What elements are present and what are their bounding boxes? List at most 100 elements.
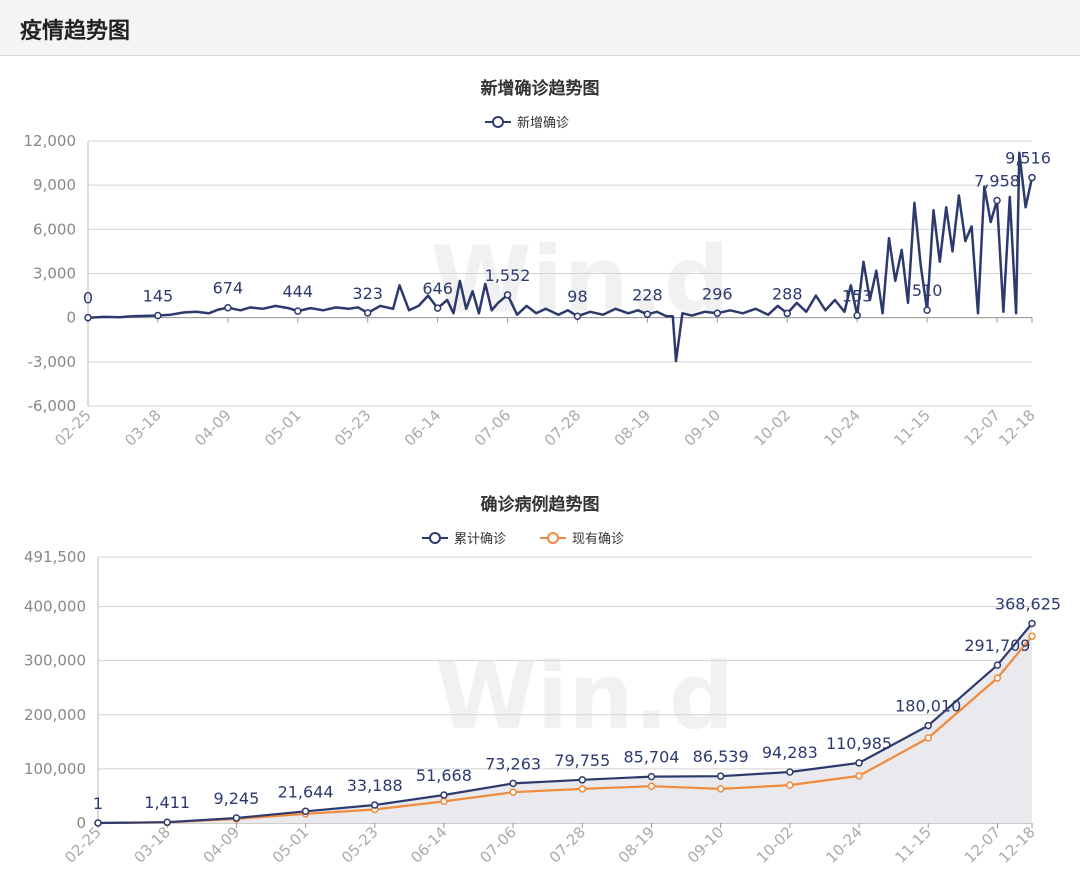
x-tick-label: 10-24 xyxy=(820,406,864,450)
data-label: 1,411 xyxy=(144,793,190,812)
data-point xyxy=(154,311,162,320)
y-tick-label: 12,000 xyxy=(24,132,77,150)
data-point xyxy=(573,312,582,320)
data-label: 153 xyxy=(842,286,873,305)
data-label: 510 xyxy=(912,281,943,300)
data-point xyxy=(433,304,442,312)
data-label: 86,539 xyxy=(693,747,749,766)
x-tick-label: 07-28 xyxy=(546,823,590,867)
x-tick-label: 06-14 xyxy=(401,406,445,450)
y-tick-label: 0 xyxy=(66,309,76,327)
x-tick-label: 12-07 xyxy=(961,823,1005,867)
data-point xyxy=(578,785,587,793)
y-tick-label: 200,000 xyxy=(24,706,86,724)
data-label: 110,985 xyxy=(826,734,892,753)
x-tick-label: 09-10 xyxy=(681,406,725,450)
data-point xyxy=(993,661,1002,669)
data-label: 85,704 xyxy=(623,748,679,767)
data-label: 180,010 xyxy=(895,697,961,716)
data-label: 21,644 xyxy=(278,782,334,801)
data-point xyxy=(509,788,517,796)
y-tick-label: 491,500 xyxy=(24,548,86,566)
chart-title: 新增确诊趋势图 xyxy=(481,78,600,99)
data-point xyxy=(1028,619,1036,628)
data-point xyxy=(786,768,794,776)
y-tick-label: 300,000 xyxy=(24,652,86,670)
legend-item[interactable]: 现有确诊 xyxy=(540,532,624,547)
x-tick-label: 04-09 xyxy=(191,406,235,450)
data-label: 228 xyxy=(632,285,663,304)
data-label: 674 xyxy=(213,279,244,298)
data-point xyxy=(713,309,722,318)
data-label: 98 xyxy=(567,287,587,306)
data-point xyxy=(370,801,379,809)
data-label: 9,516 xyxy=(1005,149,1051,168)
data-point xyxy=(440,797,448,806)
data-label: 444 xyxy=(283,282,314,301)
data-point xyxy=(647,782,656,790)
data-point xyxy=(509,779,517,788)
data-point xyxy=(853,311,861,320)
data-label: 94,283 xyxy=(762,743,818,762)
x-tick-label: 05-23 xyxy=(331,406,375,450)
data-label: 296 xyxy=(702,284,733,303)
legend-marker-icon xyxy=(492,116,504,128)
page-header: 疫情趋势图 xyxy=(0,0,1080,56)
x-tick-label: 03-18 xyxy=(121,406,165,450)
x-tick-label: 12-07 xyxy=(960,406,1004,450)
y-tick-label: -3,000 xyxy=(28,353,76,371)
data-label: 73,263 xyxy=(485,754,541,773)
data-label: 1 xyxy=(93,794,103,813)
data-label: 7,958 xyxy=(974,172,1020,191)
data-point xyxy=(363,309,372,317)
data-point xyxy=(855,759,863,767)
data-point xyxy=(578,776,587,784)
page-title: 疫情趋势图 xyxy=(20,19,131,44)
legend-marker-icon xyxy=(547,532,559,544)
x-tick-label: 09-10 xyxy=(684,823,728,867)
x-tick-label: 10-24 xyxy=(822,823,866,867)
data-point xyxy=(993,674,1002,682)
data-point xyxy=(923,306,931,314)
x-tick-label: 12-18 xyxy=(995,823,1039,867)
data-point xyxy=(924,721,932,730)
y-tick-label: -6,000 xyxy=(28,397,76,415)
data-point xyxy=(224,303,232,312)
x-tick-label: 07-06 xyxy=(476,823,520,867)
x-tick-label: 04-09 xyxy=(200,823,244,867)
data-label: 1,552 xyxy=(485,266,531,285)
x-tick-label: 08-19 xyxy=(611,406,655,450)
data-point xyxy=(786,781,794,789)
data-label: 368,625 xyxy=(995,595,1061,614)
x-tick-label: 10-02 xyxy=(753,823,797,867)
data-point xyxy=(783,309,792,318)
x-tick-label: 10-02 xyxy=(751,406,795,450)
legend-item[interactable]: 累计确诊 xyxy=(422,532,506,547)
data-point xyxy=(440,791,448,799)
data-point xyxy=(94,819,102,827)
x-tick-label: 05-01 xyxy=(261,406,305,450)
x-tick-label: 06-14 xyxy=(407,823,451,867)
y-tick-label: 3,000 xyxy=(33,265,76,283)
data-point xyxy=(301,807,310,816)
data-point xyxy=(647,772,656,781)
legend-label: 累计确诊 xyxy=(454,532,506,547)
x-tick-label: 11-15 xyxy=(891,823,935,867)
data-label: 0 xyxy=(83,289,93,308)
data-point xyxy=(716,772,725,780)
legend-item[interactable]: 新增确诊 xyxy=(485,115,569,131)
y-tick-label: 6,000 xyxy=(33,220,76,238)
x-tick-label: 07-28 xyxy=(541,406,585,450)
x-tick-label: 05-01 xyxy=(269,823,313,867)
data-point xyxy=(1028,632,1036,641)
legend-label: 现有确诊 xyxy=(572,532,624,547)
data-label: 291,709 xyxy=(964,636,1030,655)
chart-legend: 累计确诊 现有确诊 xyxy=(422,532,624,547)
legend-label: 新增确诊 xyxy=(517,115,569,131)
data-label: 51,668 xyxy=(416,766,472,785)
data-label: 646 xyxy=(422,279,453,298)
y-tick-label: 0 xyxy=(76,814,86,832)
data-point xyxy=(84,313,92,322)
y-tick-label: 100,000 xyxy=(24,760,86,778)
